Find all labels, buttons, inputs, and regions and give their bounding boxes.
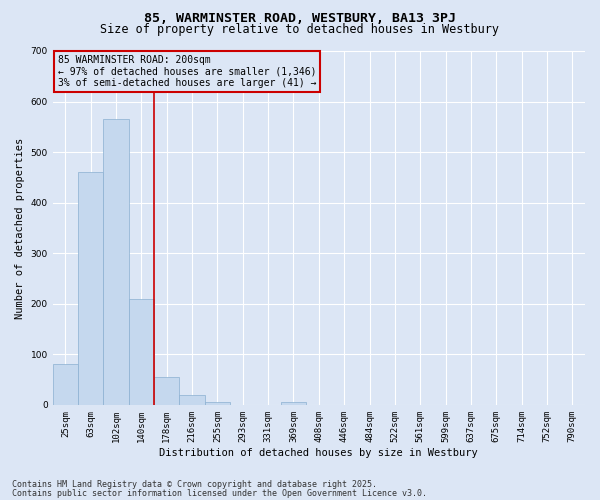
Bar (205, 402, 230, 405)
Bar (103, 119, 129, 405)
Text: Contains HM Land Registry data © Crown copyright and database right 2025.: Contains HM Land Registry data © Crown c… (12, 480, 377, 489)
Text: Contains public sector information licensed under the Open Government Licence v3: Contains public sector information licen… (12, 488, 427, 498)
Bar (281, 402, 306, 405)
Text: 85, WARMINSTER ROAD, WESTBURY, BA13 3PJ: 85, WARMINSTER ROAD, WESTBURY, BA13 3PJ (144, 12, 456, 26)
Bar (78, 172, 103, 405)
Y-axis label: Number of detached properties: Number of detached properties (15, 138, 25, 318)
Bar (53, 364, 78, 405)
Text: Size of property relative to detached houses in Westbury: Size of property relative to detached ho… (101, 22, 499, 36)
Bar (179, 394, 205, 405)
Text: 85 WARMINSTER ROAD: 200sqm
← 97% of detached houses are smaller (1,346)
3% of se: 85 WARMINSTER ROAD: 200sqm ← 97% of deta… (58, 54, 316, 88)
Bar (154, 377, 179, 405)
Bar (129, 298, 154, 405)
X-axis label: Distribution of detached houses by size in Westbury: Distribution of detached houses by size … (160, 448, 478, 458)
